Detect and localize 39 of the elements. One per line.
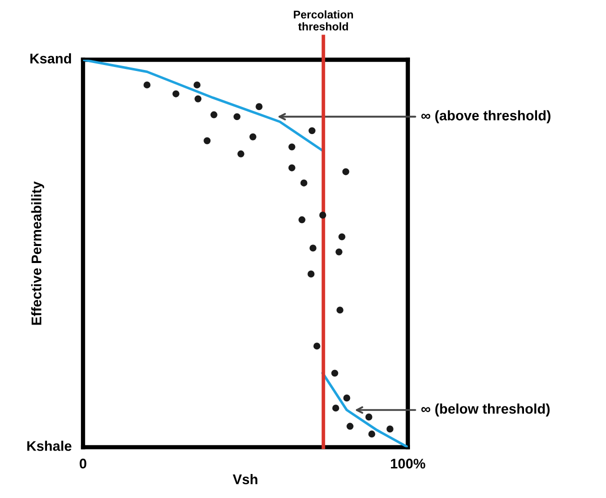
point — [331, 370, 338, 377]
point — [298, 216, 306, 224]
x-axis-title: Vsh — [232, 474, 258, 484]
x-tick-label: 100% — [390, 458, 426, 469]
point — [336, 248, 342, 256]
point — [346, 422, 354, 430]
point — [365, 414, 372, 420]
point — [386, 426, 394, 432]
point — [308, 270, 315, 278]
point — [249, 133, 256, 140]
point — [342, 168, 350, 176]
annotation: Ksand — [30, 53, 71, 64]
point — [144, 81, 150, 88]
point — [237, 150, 244, 158]
point — [256, 103, 263, 110]
point — [288, 164, 296, 172]
x-tick-label: 0 — [80, 458, 86, 469]
point — [204, 137, 211, 144]
point — [234, 113, 240, 120]
point — [319, 212, 326, 219]
point — [210, 111, 218, 118]
point — [310, 244, 316, 252]
point — [343, 394, 350, 402]
y-axis-title: Effective Permeability — [31, 181, 44, 325]
annotation: ∞ (below threshold) — [421, 404, 550, 416]
point — [338, 233, 346, 240]
point — [313, 342, 320, 350]
point — [288, 143, 296, 150]
point — [368, 430, 376, 438]
point — [172, 90, 180, 98]
point — [194, 81, 201, 88]
point — [336, 306, 344, 314]
point — [194, 95, 202, 102]
annotation: ∞ (above threshold) — [421, 110, 550, 124]
text: Kshale — [27, 440, 72, 451]
ref-line-label: Percolation threshold — [294, 10, 353, 30]
point — [332, 404, 340, 412]
point — [308, 127, 316, 134]
point — [300, 179, 308, 186]
